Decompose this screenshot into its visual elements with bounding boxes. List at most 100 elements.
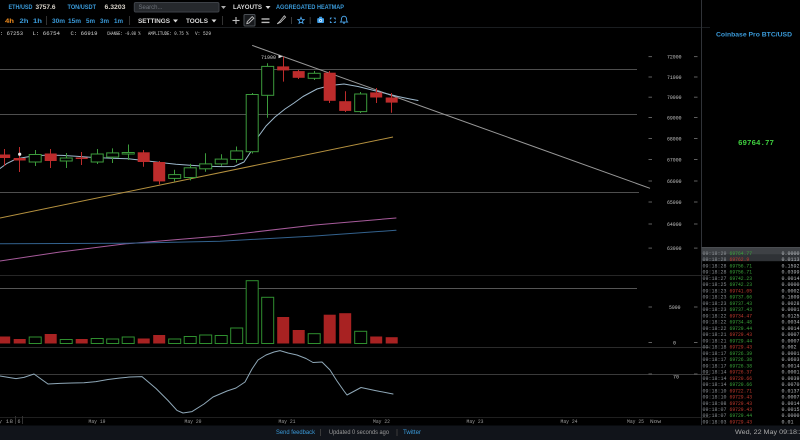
svg-text:09:18:22: 09:18:22 bbox=[703, 326, 727, 332]
svg-text:May 22: May 22 bbox=[373, 419, 390, 425]
svg-text:0.0007: 0.0007 bbox=[782, 338, 800, 344]
svg-text:09:18:14: 09:18:14 bbox=[703, 376, 727, 382]
svg-text:0.0001: 0.0001 bbox=[782, 307, 800, 313]
svg-text:09:18:22: 09:18:22 bbox=[703, 313, 727, 319]
svg-text:0.0070: 0.0070 bbox=[782, 382, 800, 388]
svg-text:09:18:23: 09:18:23 bbox=[703, 288, 727, 294]
svg-text:69764.77: 69764.77 bbox=[738, 140, 774, 148]
svg-text:09:18:27: 09:18:27 bbox=[703, 276, 727, 282]
svg-text:0: 0 bbox=[673, 341, 676, 347]
svg-text:69729.43: 69729.43 bbox=[730, 395, 753, 401]
svg-text:09:18:25: 09:18:25 bbox=[703, 282, 727, 288]
svg-text:09:18:14: 09:18:14 bbox=[703, 382, 727, 388]
svg-text:0.0007: 0.0007 bbox=[782, 395, 800, 401]
svg-text:69726.37: 69726.37 bbox=[730, 370, 753, 376]
svg-text:69742.23: 69742.23 bbox=[730, 282, 753, 288]
svg-text:: 67253: : 67253 bbox=[0, 31, 23, 37]
svg-text:0.0028: 0.0028 bbox=[782, 301, 800, 307]
svg-text:0.0603: 0.0603 bbox=[782, 357, 800, 363]
svg-text:69720.66: 69720.66 bbox=[730, 376, 753, 382]
svg-text:May 19: May 19 bbox=[89, 419, 106, 425]
svg-text:69729.43: 69729.43 bbox=[730, 345, 753, 351]
svg-text:0.0113: 0.0113 bbox=[782, 257, 800, 263]
svg-text:0.1592: 0.1592 bbox=[782, 263, 800, 269]
svg-text:May 21: May 21 bbox=[279, 419, 296, 425]
svg-text:5m: 5m bbox=[86, 18, 95, 25]
svg-text:69729.43: 69729.43 bbox=[730, 332, 753, 338]
svg-text:0.0014: 0.0014 bbox=[782, 326, 800, 332]
svg-text:69737.43: 69737.43 bbox=[730, 301, 753, 307]
svg-text:0.0399: 0.0399 bbox=[782, 270, 800, 276]
svg-text:Updated 0 seconds ago: Updated 0 seconds ago bbox=[329, 430, 390, 436]
svg-text:30m: 30m bbox=[52, 18, 65, 25]
svg-text:0.0014: 0.0014 bbox=[782, 401, 800, 407]
svg-text:69000: 69000 bbox=[667, 116, 682, 122]
svg-text:0.0137: 0.0137 bbox=[782, 388, 800, 394]
svg-text:0.0034: 0.0034 bbox=[782, 320, 800, 326]
svg-text:69729.43: 69729.43 bbox=[730, 419, 753, 425]
svg-text:Now: Now bbox=[650, 419, 661, 425]
svg-text:C: 66919: C: 66919 bbox=[71, 31, 98, 37]
svg-text:LAYOUTS: LAYOUTS bbox=[233, 4, 263, 11]
svg-text:3m: 3m bbox=[100, 18, 109, 25]
svg-text:09:18:28: 09:18:28 bbox=[703, 263, 727, 269]
svg-text:63000: 63000 bbox=[667, 246, 682, 252]
svg-text:0.0007: 0.0007 bbox=[782, 332, 800, 338]
svg-text:09:18:10: 09:18:10 bbox=[703, 388, 727, 394]
svg-text:May 23: May 23 bbox=[467, 419, 484, 425]
svg-text:0.1609: 0.1609 bbox=[782, 295, 800, 301]
svg-text:70: 70 bbox=[673, 375, 679, 381]
svg-text:09:18:22: 09:18:22 bbox=[703, 320, 727, 326]
svg-text:0.0125: 0.0125 bbox=[782, 313, 800, 319]
svg-text:69737.43: 69737.43 bbox=[730, 307, 753, 313]
svg-text:0.01: 0.01 bbox=[782, 419, 794, 425]
svg-text:09:18:21: 09:18:21 bbox=[703, 338, 727, 344]
svg-text:09:18:17: 09:18:17 bbox=[703, 351, 727, 357]
svg-text:09:18:07: 09:18:07 bbox=[703, 407, 727, 413]
svg-text:69729.44: 69729.44 bbox=[730, 413, 753, 419]
svg-text:70000: 70000 bbox=[667, 95, 682, 101]
svg-text:May 18: May 18 bbox=[0, 419, 13, 425]
svg-text:69734.47: 69734.47 bbox=[730, 313, 753, 319]
svg-text:Twitter: Twitter bbox=[403, 430, 421, 436]
svg-text:09:18:28: 09:18:28 bbox=[703, 270, 727, 276]
svg-text:3757.6: 3757.6 bbox=[36, 4, 56, 11]
svg-text:0.0002: 0.0002 bbox=[782, 288, 800, 294]
svg-text:V: 529: V: 529 bbox=[195, 31, 211, 37]
svg-text:69741.05: 69741.05 bbox=[730, 288, 753, 294]
svg-text:AMPLITUDE: 0.75 %: AMPLITUDE: 0.75 % bbox=[148, 31, 189, 37]
svg-text:0.0000: 0.0000 bbox=[782, 413, 800, 419]
svg-text:09:18:29: 09:18:29 bbox=[703, 251, 727, 257]
svg-text:69726.38: 69726.38 bbox=[730, 357, 753, 363]
svg-text:71000: 71000 bbox=[667, 75, 682, 81]
svg-text:69742.23: 69742.23 bbox=[730, 276, 753, 282]
svg-text:6.3203: 6.3203 bbox=[105, 4, 126, 11]
svg-text:0.0039: 0.0039 bbox=[782, 376, 800, 382]
svg-text:69729.44: 69729.44 bbox=[730, 338, 753, 344]
svg-text:1h: 1h bbox=[33, 18, 42, 25]
svg-text:69729.43: 69729.43 bbox=[730, 407, 753, 413]
svg-text:09:18:03: 09:18:03 bbox=[703, 419, 727, 425]
svg-text:0.0000: 0.0000 bbox=[782, 282, 800, 288]
svg-text:0.0001: 0.0001 bbox=[782, 351, 800, 357]
svg-text:0.0014: 0.0014 bbox=[782, 276, 800, 282]
svg-text:69756.71: 69756.71 bbox=[730, 263, 753, 269]
svg-text:ETH/USD: ETH/USD bbox=[9, 4, 33, 11]
svg-text:69737.66: 69737.66 bbox=[730, 295, 753, 301]
svg-text:09:18:17: 09:18:17 bbox=[703, 363, 727, 369]
svg-text:09:18:28: 09:18:28 bbox=[703, 257, 727, 263]
svg-text:67000: 67000 bbox=[667, 158, 682, 164]
svg-text:69720.66: 69720.66 bbox=[730, 382, 753, 388]
svg-text:09:18:21: 09:18:21 bbox=[703, 332, 727, 338]
svg-text:69729.43: 69729.43 bbox=[730, 401, 753, 407]
svg-text:AGGREGATED HEATMAP: AGGREGATED HEATMAP bbox=[276, 4, 345, 11]
svg-text:Coinbase Pro BTC/USD: Coinbase Pro BTC/USD bbox=[716, 32, 792, 39]
svg-text:2h: 2h bbox=[20, 18, 29, 25]
svg-text:69764.77: 69764.77 bbox=[730, 251, 753, 257]
svg-text:09:18:18: 09:18:18 bbox=[703, 345, 727, 351]
svg-text:TOOLS: TOOLS bbox=[186, 18, 209, 25]
svg-text:09:18:07: 09:18:07 bbox=[703, 413, 727, 419]
svg-text:09:18:17: 09:18:17 bbox=[703, 357, 727, 363]
svg-text:L: 66754: L: 66754 bbox=[33, 31, 61, 37]
svg-text:5000: 5000 bbox=[669, 305, 681, 311]
